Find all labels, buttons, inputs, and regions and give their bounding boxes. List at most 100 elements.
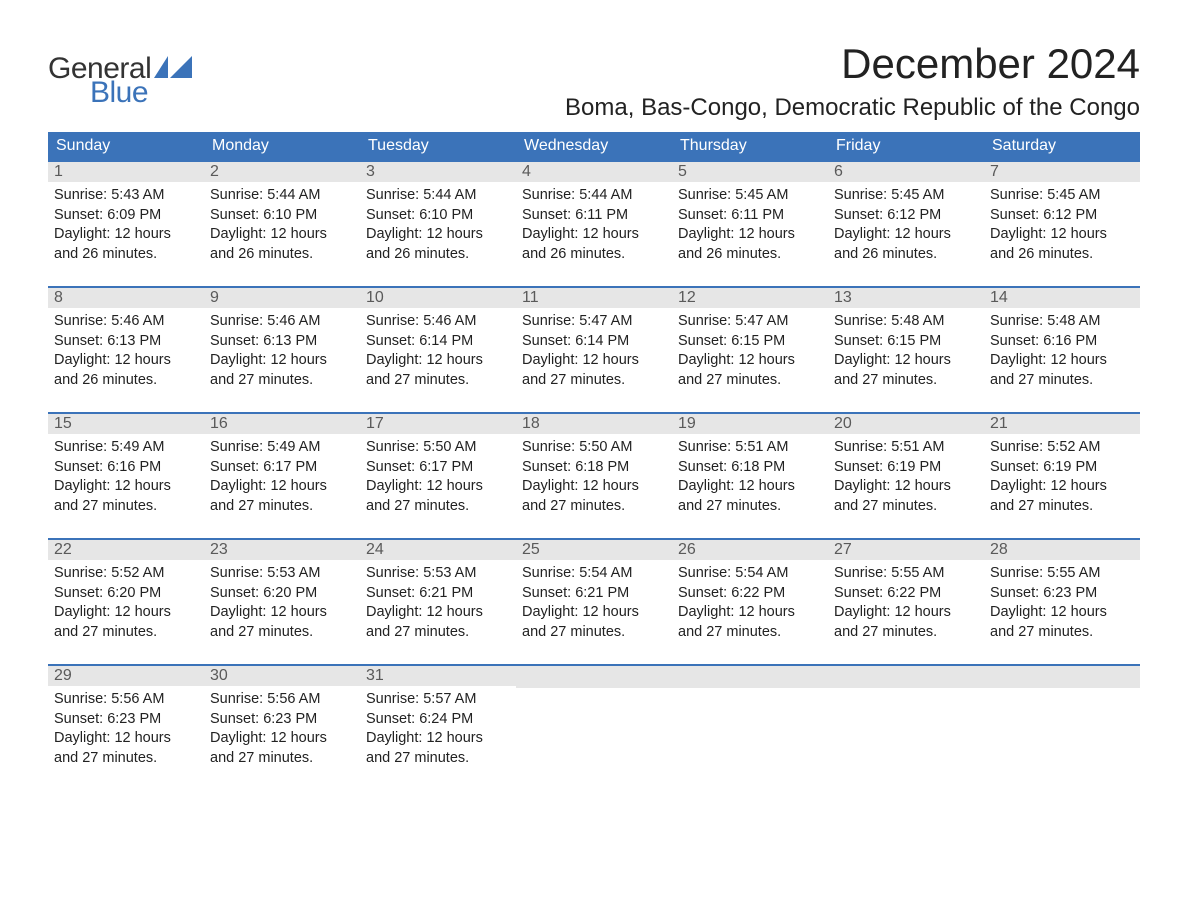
sunset-line: Sunset: 6:17 PM [210, 458, 354, 478]
daylight-line-2: and 27 minutes. [366, 497, 510, 517]
sunrise-line: Sunrise: 5:48 AM [990, 312, 1134, 332]
daylight-line-1: Daylight: 12 hours [990, 603, 1134, 623]
sunset-line: Sunset: 6:20 PM [54, 584, 198, 604]
day-body: Sunrise: 5:44 AMSunset: 6:11 PMDaylight:… [516, 182, 672, 272]
day-number: 7 [984, 162, 1140, 182]
day-cell: 21Sunrise: 5:52 AMSunset: 6:19 PMDayligh… [984, 414, 1140, 532]
sunrise-line: Sunrise: 5:45 AM [678, 186, 822, 206]
sunset-line: Sunset: 6:13 PM [210, 332, 354, 352]
daylight-line-1: Daylight: 12 hours [522, 603, 666, 623]
day-number: 26 [672, 540, 828, 560]
sunset-line: Sunset: 6:19 PM [834, 458, 978, 478]
day-number: 22 [48, 540, 204, 560]
day-cell: 14Sunrise: 5:48 AMSunset: 6:16 PMDayligh… [984, 288, 1140, 406]
location-subtitle: Boma, Bas-Congo, Democratic Republic of … [565, 94, 1140, 122]
day-header-row: Sunday Monday Tuesday Wednesday Thursday… [48, 132, 1140, 160]
daylight-line-1: Daylight: 12 hours [522, 351, 666, 371]
day-cell: 11Sunrise: 5:47 AMSunset: 6:14 PMDayligh… [516, 288, 672, 406]
day-cell: 25Sunrise: 5:54 AMSunset: 6:21 PMDayligh… [516, 540, 672, 658]
day-number: 31 [360, 666, 516, 686]
sunset-line: Sunset: 6:23 PM [54, 710, 198, 730]
sunset-line: Sunset: 6:21 PM [366, 584, 510, 604]
empty-daynum [516, 666, 672, 688]
daylight-line-2: and 26 minutes. [834, 245, 978, 265]
day-cell: 1Sunrise: 5:43 AMSunset: 6:09 PMDaylight… [48, 162, 204, 280]
day-cell: 10Sunrise: 5:46 AMSunset: 6:14 PMDayligh… [360, 288, 516, 406]
sunrise-line: Sunrise: 5:46 AM [366, 312, 510, 332]
sunrise-line: Sunrise: 5:51 AM [834, 438, 978, 458]
day-body: Sunrise: 5:55 AMSunset: 6:23 PMDaylight:… [984, 560, 1140, 650]
sunrise-line: Sunrise: 5:48 AM [834, 312, 978, 332]
sunrise-line: Sunrise: 5:49 AM [210, 438, 354, 458]
dayhead-thursday: Thursday [672, 132, 828, 160]
day-body: Sunrise: 5:53 AMSunset: 6:21 PMDaylight:… [360, 560, 516, 650]
daylight-line-1: Daylight: 12 hours [990, 477, 1134, 497]
day-body: Sunrise: 5:56 AMSunset: 6:23 PMDaylight:… [204, 686, 360, 776]
daylight-line-2: and 26 minutes. [210, 245, 354, 265]
sunset-line: Sunset: 6:17 PM [366, 458, 510, 478]
daylight-line-1: Daylight: 12 hours [54, 729, 198, 749]
day-body: Sunrise: 5:57 AMSunset: 6:24 PMDaylight:… [360, 686, 516, 776]
sunset-line: Sunset: 6:15 PM [834, 332, 978, 352]
daylight-line-1: Daylight: 12 hours [678, 477, 822, 497]
daylight-line-2: and 27 minutes. [834, 497, 978, 517]
sunrise-line: Sunrise: 5:47 AM [522, 312, 666, 332]
day-body: Sunrise: 5:55 AMSunset: 6:22 PMDaylight:… [828, 560, 984, 650]
day-number: 24 [360, 540, 516, 560]
sunset-line: Sunset: 6:09 PM [54, 206, 198, 226]
daylight-line-2: and 27 minutes. [522, 371, 666, 391]
daylight-line-1: Daylight: 12 hours [366, 729, 510, 749]
sunrise-line: Sunrise: 5:56 AM [210, 690, 354, 710]
sunrise-line: Sunrise: 5:55 AM [990, 564, 1134, 584]
day-number: 12 [672, 288, 828, 308]
day-body: Sunrise: 5:54 AMSunset: 6:22 PMDaylight:… [672, 560, 828, 650]
empty-daynum [984, 666, 1140, 688]
sunrise-line: Sunrise: 5:51 AM [678, 438, 822, 458]
day-number: 9 [204, 288, 360, 308]
daylight-line-1: Daylight: 12 hours [54, 477, 198, 497]
daylight-line-1: Daylight: 12 hours [366, 477, 510, 497]
sunset-line: Sunset: 6:22 PM [678, 584, 822, 604]
sunrise-line: Sunrise: 5:44 AM [210, 186, 354, 206]
daylight-line-1: Daylight: 12 hours [366, 225, 510, 245]
day-cell: 13Sunrise: 5:48 AMSunset: 6:15 PMDayligh… [828, 288, 984, 406]
title-block: December 2024 Boma, Bas-Congo, Democrati… [565, 40, 1140, 122]
day-number: 28 [984, 540, 1140, 560]
day-cell: 6Sunrise: 5:45 AMSunset: 6:12 PMDaylight… [828, 162, 984, 280]
daylight-line-1: Daylight: 12 hours [990, 225, 1134, 245]
sunrise-line: Sunrise: 5:56 AM [54, 690, 198, 710]
daylight-line-2: and 26 minutes. [522, 245, 666, 265]
sunrise-line: Sunrise: 5:45 AM [834, 186, 978, 206]
day-cell: 20Sunrise: 5:51 AMSunset: 6:19 PMDayligh… [828, 414, 984, 532]
daylight-line-2: and 27 minutes. [678, 497, 822, 517]
daylight-line-2: and 27 minutes. [54, 749, 198, 769]
day-body: Sunrise: 5:54 AMSunset: 6:21 PMDaylight:… [516, 560, 672, 650]
day-number: 2 [204, 162, 360, 182]
sunset-line: Sunset: 6:22 PM [834, 584, 978, 604]
day-cell: 3Sunrise: 5:44 AMSunset: 6:10 PMDaylight… [360, 162, 516, 280]
daylight-line-2: and 27 minutes. [678, 371, 822, 391]
sunrise-line: Sunrise: 5:47 AM [678, 312, 822, 332]
day-body: Sunrise: 5:53 AMSunset: 6:20 PMDaylight:… [204, 560, 360, 650]
day-number: 23 [204, 540, 360, 560]
sunset-line: Sunset: 6:10 PM [210, 206, 354, 226]
day-body: Sunrise: 5:50 AMSunset: 6:18 PMDaylight:… [516, 434, 672, 524]
daylight-line-2: and 27 minutes. [678, 623, 822, 643]
sunrise-line: Sunrise: 5:52 AM [990, 438, 1134, 458]
daylight-line-1: Daylight: 12 hours [210, 603, 354, 623]
sunset-line: Sunset: 6:23 PM [990, 584, 1134, 604]
dayhead-wednesday: Wednesday [516, 132, 672, 160]
daylight-line-1: Daylight: 12 hours [678, 603, 822, 623]
sunset-line: Sunset: 6:12 PM [990, 206, 1134, 226]
day-body: Sunrise: 5:44 AMSunset: 6:10 PMDaylight:… [204, 182, 360, 272]
day-cell: 17Sunrise: 5:50 AMSunset: 6:17 PMDayligh… [360, 414, 516, 532]
day-number: 11 [516, 288, 672, 308]
daylight-line-2: and 26 minutes. [54, 371, 198, 391]
sunset-line: Sunset: 6:15 PM [678, 332, 822, 352]
day-cell: 22Sunrise: 5:52 AMSunset: 6:20 PMDayligh… [48, 540, 204, 658]
day-body: Sunrise: 5:52 AMSunset: 6:19 PMDaylight:… [984, 434, 1140, 524]
week-row: 29Sunrise: 5:56 AMSunset: 6:23 PMDayligh… [48, 664, 1140, 784]
sunrise-line: Sunrise: 5:44 AM [366, 186, 510, 206]
empty-cell [672, 666, 828, 784]
day-body: Sunrise: 5:56 AMSunset: 6:23 PMDaylight:… [48, 686, 204, 776]
